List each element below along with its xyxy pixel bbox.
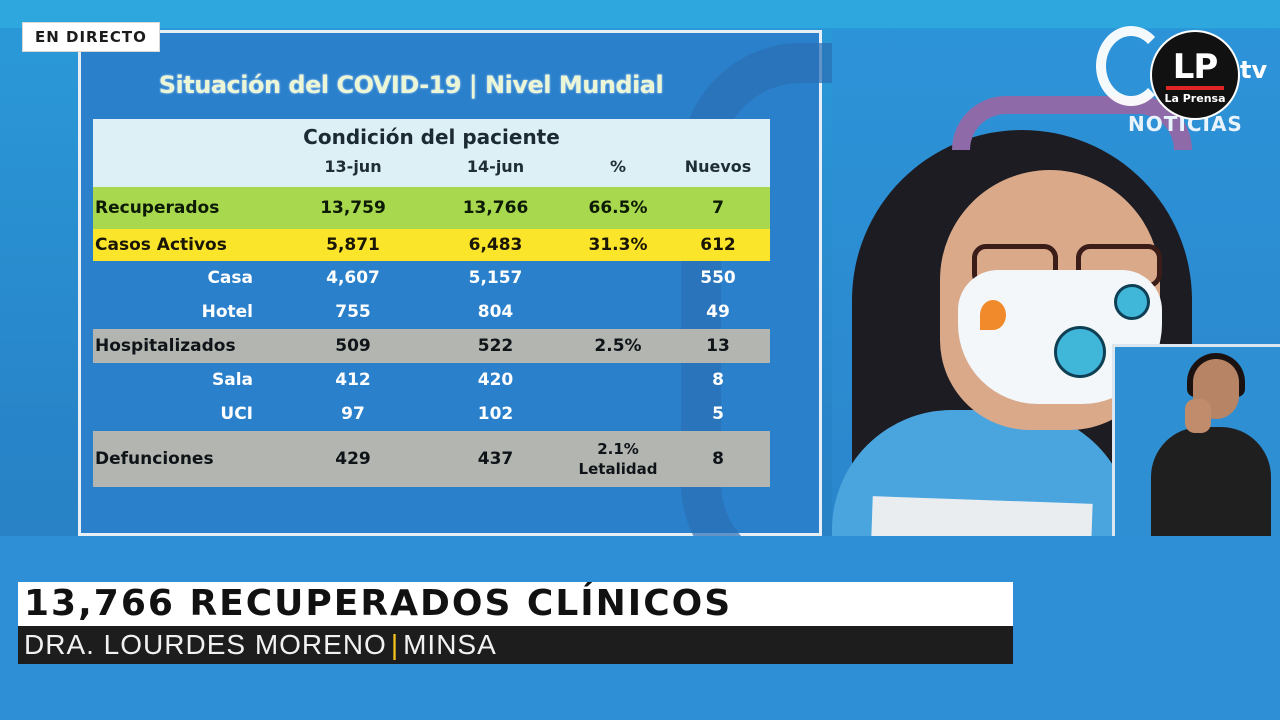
row-value-14-jun: 13,766 [462, 198, 529, 218]
la-prensa-logo: LP La Prensa [1150, 30, 1240, 120]
mask-flower-orange [980, 300, 1006, 330]
mask-flower-blue [1054, 326, 1106, 378]
table-caption: Condición del paciente [303, 125, 560, 149]
row-value-nuevos: 5 [712, 404, 724, 424]
separator: | [390, 629, 400, 660]
row-value-13-jun: 97 [341, 404, 365, 424]
row-value-14-jun: 804 [477, 302, 514, 322]
row-value-14-jun: 102 [477, 404, 514, 424]
organization: MINSA [403, 629, 497, 660]
sign-language-interpreter-inset [1112, 344, 1280, 536]
col-header-nuevos: Nuevos [684, 157, 752, 176]
slide-title: Situación del COVID-19 | Nivel Mundial [158, 71, 664, 99]
presenter-video-panel [832, 30, 1280, 536]
row-value-nuevos: 8 [712, 370, 724, 390]
row-value-14-jun: 420 [477, 370, 514, 390]
col-header-14-jun: 14-jun [466, 157, 525, 176]
row-value-13-jun: 5,871 [326, 235, 380, 255]
row-value-13-jun: 13,759 [320, 198, 386, 218]
table-row-casa: Casa 4,607 5,157 550 [93, 261, 770, 295]
speaker-name: DRA. LOURDES MORENO [24, 629, 387, 660]
letalidad-percent: 2.1% [597, 440, 639, 458]
row-value-nuevos: 612 [700, 235, 736, 255]
col-header-percent: % [609, 157, 627, 176]
row-label: Hotel [201, 302, 253, 322]
row-value-nuevos: 8 [712, 449, 724, 469]
letalidad-label: Letalidad [578, 460, 658, 478]
row-value-14-jun: 5,157 [468, 268, 523, 288]
table-header: Condición del paciente 13-jun 14-jun % N… [93, 119, 770, 187]
row-value-percent: 2.1% Letalidad [568, 439, 668, 479]
channel-swirl-icon [1096, 26, 1166, 106]
row-label: Hospitalizados [95, 336, 236, 356]
row-label: Casa [207, 268, 253, 288]
row-value-percent: 66.5% [588, 198, 648, 218]
top-strip [0, 0, 1280, 28]
lower-third-subtitle: DRA. LOURDES MORENO | MINSA [18, 626, 1013, 664]
table-row-casos-activos: Casos Activos 5,871 6,483 31.3% 612 [93, 229, 770, 261]
covid-slide-panel: Situación del COVID-19 | Nivel Mundial C… [78, 30, 921, 603]
row-value-14-jun: 522 [477, 336, 514, 356]
lp-name: La Prensa [1164, 92, 1226, 105]
table-row-defunciones: Defunciones 429 437 2.1% Letalidad 8 [93, 431, 770, 487]
row-label: Defunciones [95, 449, 214, 469]
live-badge: EN DIRECTO [22, 22, 160, 52]
column-headers: 13-jun 14-jun % Nuevos [93, 157, 770, 183]
table-row-uci: UCI 97 102 5 [93, 397, 770, 431]
presenter-papers [871, 496, 1093, 536]
row-value-nuevos: 13 [706, 336, 730, 356]
lower-third-headline: 13,766 RECUPERADOS CLÍNICOS [18, 582, 1013, 626]
col-header-13-jun: 13-jun [324, 157, 382, 176]
row-value-14-jun: 6,483 [468, 235, 523, 255]
row-value-nuevos: 49 [706, 302, 730, 322]
row-value-percent: 2.5% [594, 336, 642, 356]
row-label: Recuperados [95, 198, 220, 218]
row-value-13-jun: 509 [335, 336, 371, 356]
row-value-percent: 31.3% [588, 235, 648, 255]
row-value-13-jun: 4,607 [326, 268, 380, 288]
row-value-nuevos: 550 [700, 268, 736, 288]
row-value-13-jun: 429 [335, 449, 371, 469]
interpreter-hand [1185, 399, 1211, 433]
lp-initials: LP [1172, 47, 1219, 87]
row-value-13-jun: 412 [335, 370, 371, 390]
channel-suffix: tv [1240, 56, 1268, 84]
row-label: Sala [211, 370, 253, 390]
table-row-recuperados: Recuperados 13,759 13,766 66.5% 7 [93, 187, 770, 229]
row-value-nuevos: 7 [712, 198, 724, 218]
row-value-13-jun: 755 [335, 302, 371, 322]
table-row-hospitalizados: Hospitalizados 509 522 2.5% 13 [93, 329, 770, 363]
row-label: Casos Activos [95, 235, 227, 255]
table-row-hotel: Hotel 755 804 49 [93, 295, 770, 329]
mask-flower-blue-small [1114, 284, 1150, 320]
patient-condition-table: Condición del paciente 13-jun 14-jun % N… [93, 119, 770, 487]
row-label: UCI [220, 404, 253, 424]
lp-red-line [1166, 86, 1224, 90]
table-row-sala: Sala 412 420 8 [93, 363, 770, 397]
interpreter-body [1151, 427, 1271, 536]
row-value-14-jun: 437 [477, 449, 514, 469]
